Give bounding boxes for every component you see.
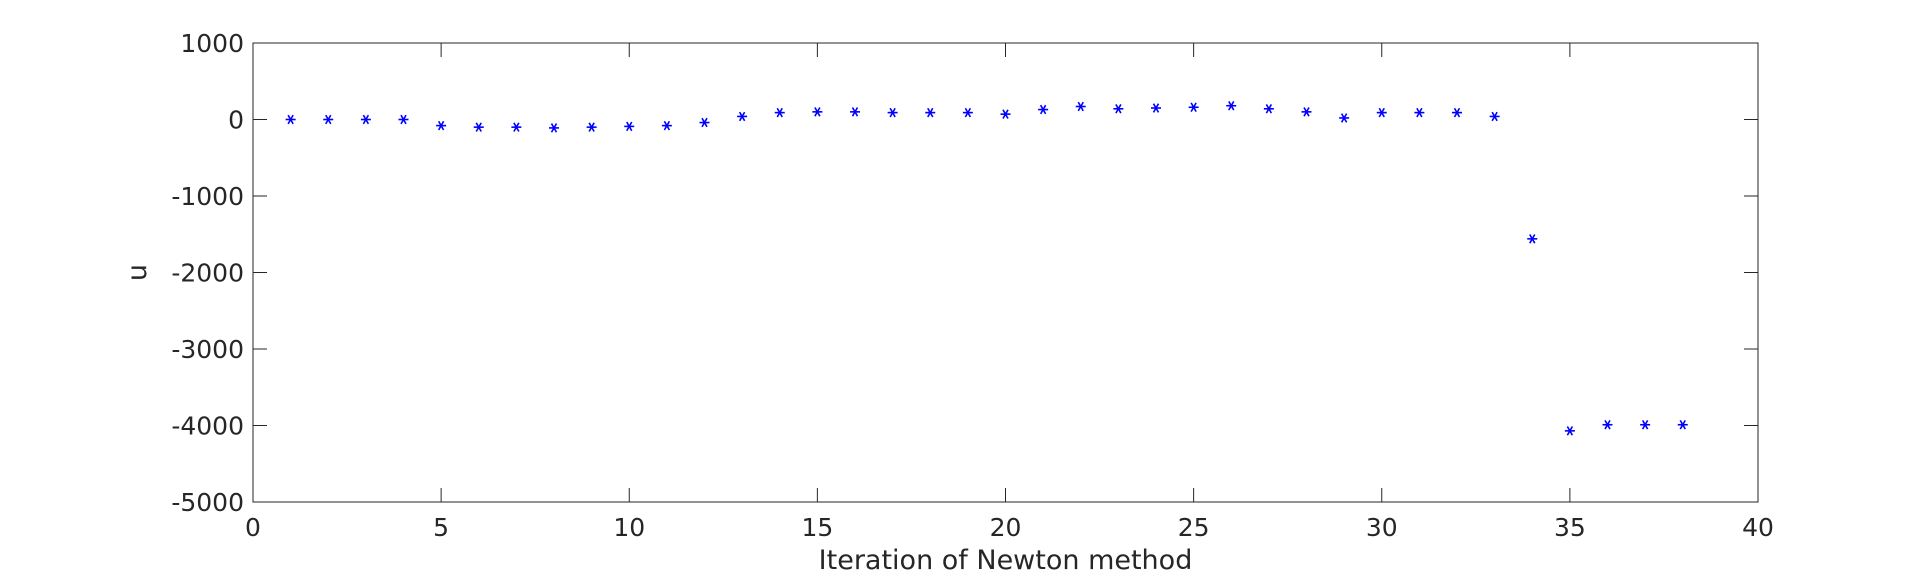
y-tick-label: -2000 [171,259,244,288]
data-point [1452,107,1462,118]
data-point [285,114,296,125]
data-point [1489,111,1500,122]
data-point [1038,104,1049,115]
data-point [323,114,334,125]
data-point [549,123,559,133]
x-tick-label: 0 [245,513,261,542]
data-point [1414,107,1425,118]
data-point [1564,426,1575,436]
data-point [1226,100,1237,111]
data-point [850,107,860,117]
y-tick-label: -4000 [171,412,244,441]
data-point [1640,419,1651,430]
data-point [473,122,484,132]
data-point [398,114,409,125]
data-point [436,120,447,131]
y-tick-label: -1000 [171,182,244,211]
data-point [925,107,936,118]
axis-ticks [252,42,1759,503]
x-axis-label: Iteration of Newton method [819,545,1193,572]
data-point [1151,103,1161,113]
data-point [511,122,522,132]
data-point [887,107,898,118]
data-point [1527,234,1538,244]
data-points [285,100,1688,436]
y-tick-label: 0 [228,106,244,135]
data-point [1602,419,1613,430]
data-point [1339,113,1350,123]
x-tick-label: 15 [801,513,833,542]
data-point [774,107,785,118]
x-tick-label: 5 [433,513,449,542]
y-tick-label: -5000 [171,488,244,517]
data-point [1188,102,1199,113]
x-tick-label: 20 [990,513,1022,542]
x-tick-label: 30 [1366,513,1398,542]
data-point [812,107,823,117]
x-tick-label: 10 [613,513,645,542]
data-point [1000,109,1011,119]
data-point [1113,104,1124,114]
data-point [661,120,672,131]
data-point [737,111,748,122]
y-axis-label: u [122,264,153,281]
data-point [360,114,371,125]
y-tick-label: -3000 [171,335,244,364]
plot-area-frame [252,42,1759,503]
data-point [1677,419,1688,430]
data-point [699,117,710,128]
y-tick-label: 1000 [180,29,244,58]
data-point [962,107,973,118]
data-point [1263,104,1274,114]
x-tick-label: 35 [1554,513,1586,542]
x-tick-label: 40 [1742,513,1774,542]
x-tick-label: 25 [1178,513,1210,542]
data-point [624,121,635,132]
data-point [586,122,597,132]
data-point [1075,101,1086,112]
data-point [1301,107,1312,117]
data-point [1376,107,1387,118]
tick-labels: 0 5 10 15 20 25 30 35 40 1000 0 -1000 -2000 -3000 -400… [171,29,1774,542]
